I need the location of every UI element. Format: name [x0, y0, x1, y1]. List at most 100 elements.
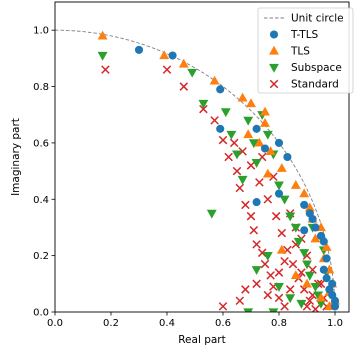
data-point: [179, 82, 189, 91]
unit-circle-curve: [55, 29, 336, 312]
data-point: [285, 212, 296, 222]
y-tick-label: 0.0: [33, 308, 49, 319]
data-point: [251, 266, 262, 275]
legend-label-tls: TLS: [290, 46, 310, 58]
data-point: [220, 108, 231, 118]
data-point: [311, 223, 320, 232]
legend: Unit circle T-TLS TLS Subspace Standard: [257, 7, 354, 94]
data-point: [305, 296, 315, 306]
x-tick-label: 0.0: [47, 318, 63, 329]
data-point: [304, 202, 315, 212]
legend-label-standard: Standard: [291, 79, 339, 91]
legend-label-t-tls: T-TLS: [290, 29, 319, 41]
ticks-layer: 0.0 0.2 0.4 0.6 0.8 1.0 0.0 0.2 0.4 0.6 0.8 1.0: [33, 26, 343, 329]
data-point: [246, 211, 256, 221]
data-point: [229, 138, 239, 148]
data-point: [265, 146, 276, 156]
x-tick-label: 0.4: [159, 318, 175, 329]
data-point: [226, 130, 237, 140]
data-point: [316, 292, 326, 302]
data-point: [321, 241, 332, 251]
data-point: [274, 268, 284, 277]
data-point: [168, 51, 177, 60]
data-point: [260, 259, 270, 269]
data-point: [209, 75, 220, 85]
data-point: [241, 285, 250, 294]
data-point: [134, 45, 144, 54]
data-point: [316, 299, 326, 309]
data-point: [290, 179, 301, 189]
data-point: [246, 98, 256, 108]
data-point: [254, 137, 265, 147]
data-point: [274, 138, 284, 147]
data-point: [252, 240, 261, 249]
legend-swatch-subspace: [269, 63, 279, 73]
data-point: [263, 194, 273, 204]
data-point: [263, 290, 273, 300]
data-point: [310, 282, 321, 292]
y-tick-label: 1.0: [33, 26, 49, 37]
data-point: [237, 92, 248, 102]
y-tick-label: 0.6: [33, 138, 49, 149]
data-point: [260, 106, 270, 116]
axes-frame: [54, 1, 350, 313]
data-point: [243, 116, 254, 126]
legend-swatch-t-tls: [269, 30, 279, 39]
data-point: [330, 302, 340, 311]
x-tick-label: 1.0: [327, 318, 343, 329]
data-point: [97, 51, 108, 61]
data-point: [255, 178, 264, 187]
data-point: [243, 308, 254, 312]
data-point: [178, 58, 189, 68]
x-axis-label: Real part: [178, 334, 226, 346]
data-point: [235, 183, 245, 193]
data-point: [302, 302, 312, 311]
data-point: [248, 139, 259, 149]
data-point: [308, 214, 317, 224]
data-point: [232, 150, 242, 160]
data-point: [288, 259, 298, 269]
legend-swatch-standard: [269, 79, 279, 89]
data-point: [101, 65, 110, 74]
data-point: [187, 68, 198, 78]
data-point: [304, 271, 315, 281]
data-point: [290, 223, 301, 233]
data-point: [300, 200, 309, 209]
data-point: [271, 211, 281, 221]
unit-circle-layer: [55, 29, 336, 312]
data-point: [302, 278, 312, 288]
y-tick-label: 0.8: [33, 82, 49, 93]
data-point: [300, 226, 309, 235]
data-point: [322, 254, 331, 263]
points-layer: [97, 30, 340, 312]
data-point: [243, 129, 254, 139]
data-point: [262, 168, 273, 178]
data-point: [266, 271, 275, 280]
legend-box: [257, 7, 354, 94]
data-point: [262, 251, 273, 261]
data-point: [279, 195, 290, 205]
data-point: [299, 188, 310, 198]
data-point: [330, 296, 340, 305]
data-point: [285, 285, 295, 294]
data-point: [216, 124, 225, 133]
data-point: [257, 248, 267, 258]
data-point: [260, 117, 270, 127]
series-t-tls: [134, 45, 340, 311]
data-point: [232, 166, 242, 176]
data-point: [249, 225, 259, 235]
data-point: [262, 130, 273, 140]
data-point: [283, 152, 292, 162]
data-point: [218, 135, 228, 145]
data-point: [251, 158, 262, 168]
data-point: [276, 163, 287, 172]
data-point: [276, 244, 287, 254]
x-tick-label: 0.2: [103, 318, 119, 329]
data-point: [97, 30, 108, 40]
x-tick-label: 0.8: [271, 318, 287, 329]
data-point: [322, 274, 331, 283]
legend-label-unit-circle: Unit circle: [291, 13, 344, 25]
data-point: [280, 256, 289, 266]
y-axis-label: Imaginary part: [10, 118, 22, 196]
